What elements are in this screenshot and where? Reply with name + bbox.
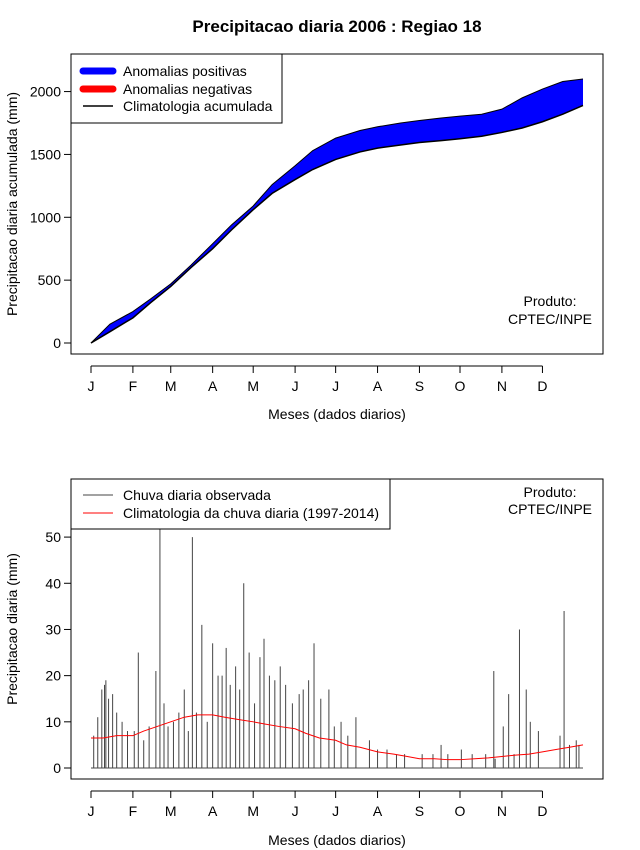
bottom-y-axis: 0 10 20 30 40 50 — [45, 529, 72, 776]
bottom-x-tick-label: O — [455, 803, 466, 819]
positive-anomaly-area — [91, 79, 583, 343]
bottom-x-tick-label: F — [129, 803, 138, 819]
top-series-lines — [90, 78, 584, 344]
top-x-tick-label: A — [208, 378, 218, 394]
bottom-x-tick-label: A — [373, 803, 383, 819]
daily-climatology-series — [91, 714, 584, 761]
top-credit-line1: Produto: — [524, 293, 577, 309]
bottom-panel: 0 10 20 30 40 50 J F M A M J J A S O N D Meses (dados di… — [4, 478, 604, 848]
top-y-tick-label: 1000 — [30, 209, 61, 225]
chart-title: Precipitacao diaria 2006 : Regiao 18 — [192, 17, 481, 36]
top-x-tick-label: J — [292, 378, 299, 394]
bottom-y-tick-label: 40 — [45, 575, 61, 591]
top-x-tick-label: F — [129, 378, 138, 394]
bottom-y-tick-label: 20 — [45, 668, 61, 684]
bottom-y-axis-label: Precipitacao diaria (mm) — [4, 553, 20, 705]
top-x-tick-label: N — [497, 378, 507, 394]
top-x-tick-label: S — [415, 378, 424, 394]
bottom-credit-line1: Produto: — [524, 484, 577, 500]
bottom-x-tick-label: D — [537, 803, 547, 819]
legend-label-positive: Anomalias positivas — [123, 63, 247, 79]
legend-label-observed: Chuva diaria observada — [123, 487, 271, 503]
bottom-y-tick-label: 50 — [45, 529, 61, 545]
bottom-x-tick-label: M — [247, 803, 259, 819]
bottom-x-axis-label: Meses (dados diarios) — [268, 832, 406, 848]
bottom-y-tick-label: 0 — [53, 760, 61, 776]
top-credit-line2: CPTEC/INPE — [508, 311, 592, 327]
top-y-tick-label: 2000 — [30, 84, 61, 100]
legend-label-climatology: Climatologia acumulada — [123, 98, 273, 114]
top-y-tick-label: 1500 — [30, 146, 61, 162]
bottom-credit-line2: CPTEC/INPE — [508, 501, 592, 517]
top-x-axis-label: Meses (dados diarios) — [268, 406, 406, 422]
bottom-x-tick-label: A — [208, 803, 218, 819]
bottom-legend-box — [70, 478, 391, 530]
bottom-x-tick-label: M — [165, 803, 177, 819]
top-x-tick-label: M — [165, 378, 177, 394]
top-legend: Anomalias positivas Anomalias negativas … — [70, 53, 283, 124]
anomaly-area — [91, 79, 583, 343]
top-y-tick-label: 500 — [38, 272, 62, 288]
bottom-x-tick-label: N — [497, 803, 507, 819]
bottom-y-tick-label: 10 — [45, 714, 61, 730]
bottom-y-tick-label: 30 — [45, 621, 61, 637]
top-x-tick-label: O — [455, 378, 466, 394]
top-x-tick-label: A — [373, 378, 383, 394]
top-y-axis-label: Precipitacao diaria acumulada (mm) — [4, 92, 20, 316]
top-x-tick-label: J — [88, 378, 95, 394]
bottom-x-tick-label: J — [332, 803, 339, 819]
top-x-tick-label: D — [537, 378, 547, 394]
top-y-tick-label: 0 — [53, 335, 61, 351]
top-x-tick-label: J — [332, 378, 339, 394]
daily-rain-spikes — [91, 514, 583, 769]
top-x-tick-label: M — [247, 378, 259, 394]
bottom-x-tick-label: S — [415, 803, 424, 819]
legend-label-negative: Anomalias negativas — [123, 81, 252, 97]
top-panel: 0 500 1000 1500 2000 J F M A M J J A S O N D Meses (dad… — [4, 53, 604, 422]
observed-cumulative-line — [90, 78, 584, 344]
bottom-x-tick-label: J — [88, 803, 95, 819]
bottom-x-tick-label: J — [292, 803, 299, 819]
legend-label-climatology-daily: Climatologia da chuva diaria (1997-2014) — [123, 505, 379, 521]
daily-climatology-line — [91, 714, 584, 761]
climatology-cumulative-line — [90, 104, 584, 344]
top-y-axis: 0 500 1000 1500 2000 — [30, 84, 72, 351]
bottom-legend: Chuva diaria observada Climatologia da c… — [70, 478, 391, 530]
